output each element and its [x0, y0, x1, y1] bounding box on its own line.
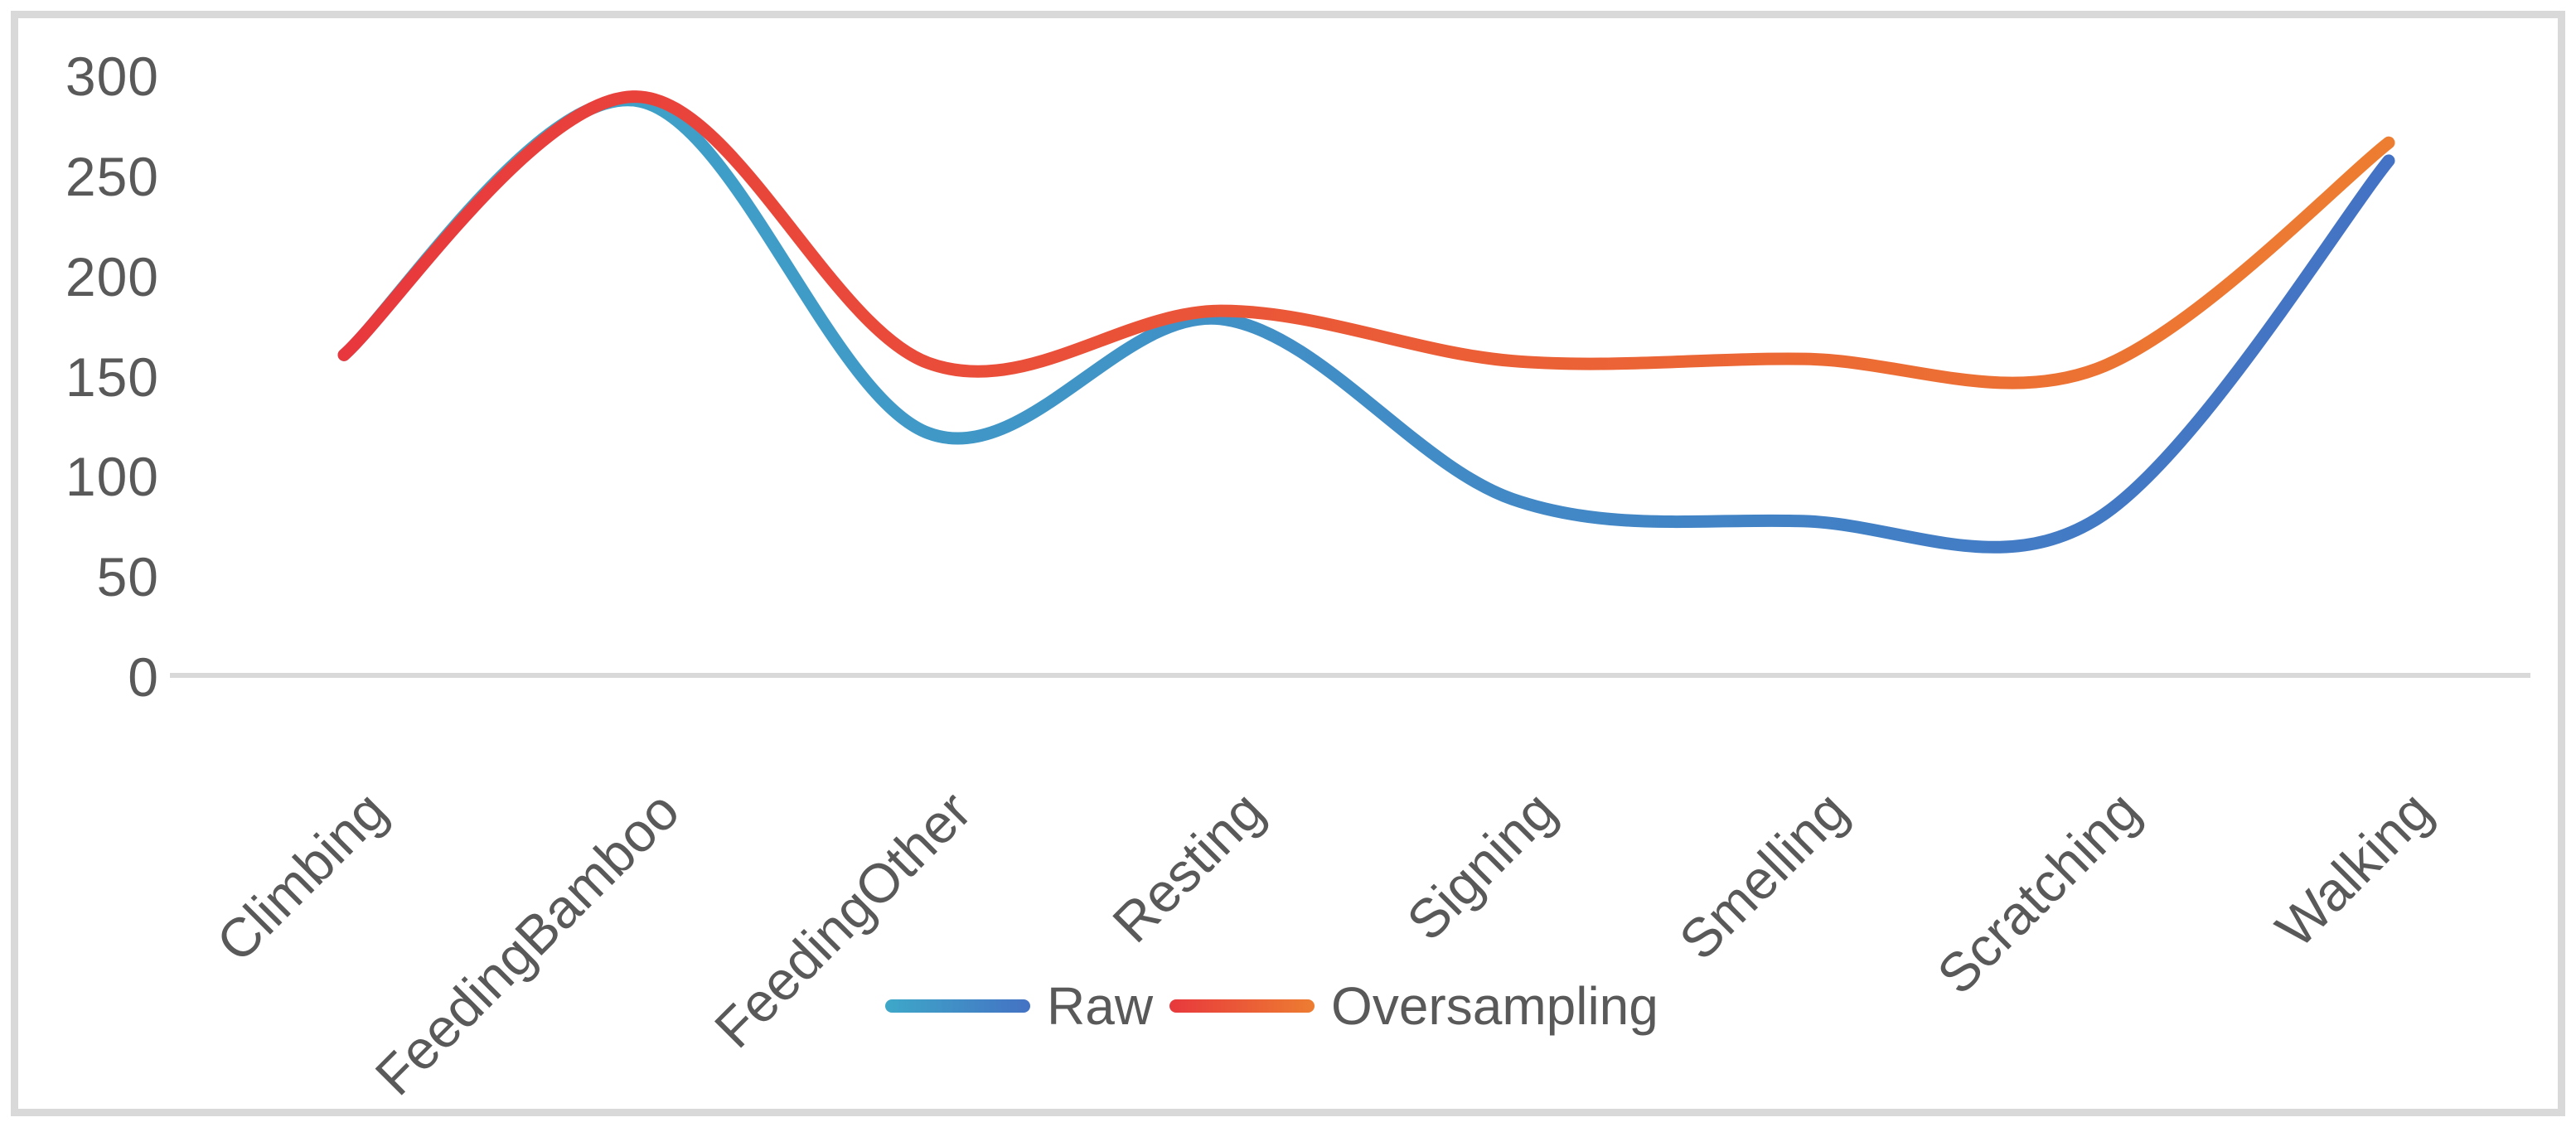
y-tick-label: 200	[65, 245, 159, 307]
y-tick-label: 250	[65, 145, 159, 207]
y-tick-label: 0	[128, 646, 159, 708]
y-tick-label: 300	[65, 46, 159, 107]
legend-swatch-oversampling[interactable]	[1169, 999, 1315, 1013]
y-tick-label: 100	[65, 446, 159, 508]
y-tick-label: 50	[96, 546, 159, 608]
series-line-oversampling[interactable]	[337, 90, 2395, 389]
y-tick-label: 150	[65, 346, 159, 408]
x-axis-line	[170, 673, 2530, 678]
legend-swatch-raw[interactable]	[885, 999, 1030, 1013]
legend-label-raw[interactable]: Raw	[1047, 976, 1154, 1036]
chart-frame-border	[11, 11, 2565, 1116]
series-line-raw[interactable]	[337, 94, 2395, 554]
legend-label-oversampling[interactable]: Oversampling	[1331, 976, 1658, 1036]
legend: Raw Oversampling	[885, 976, 1658, 1036]
